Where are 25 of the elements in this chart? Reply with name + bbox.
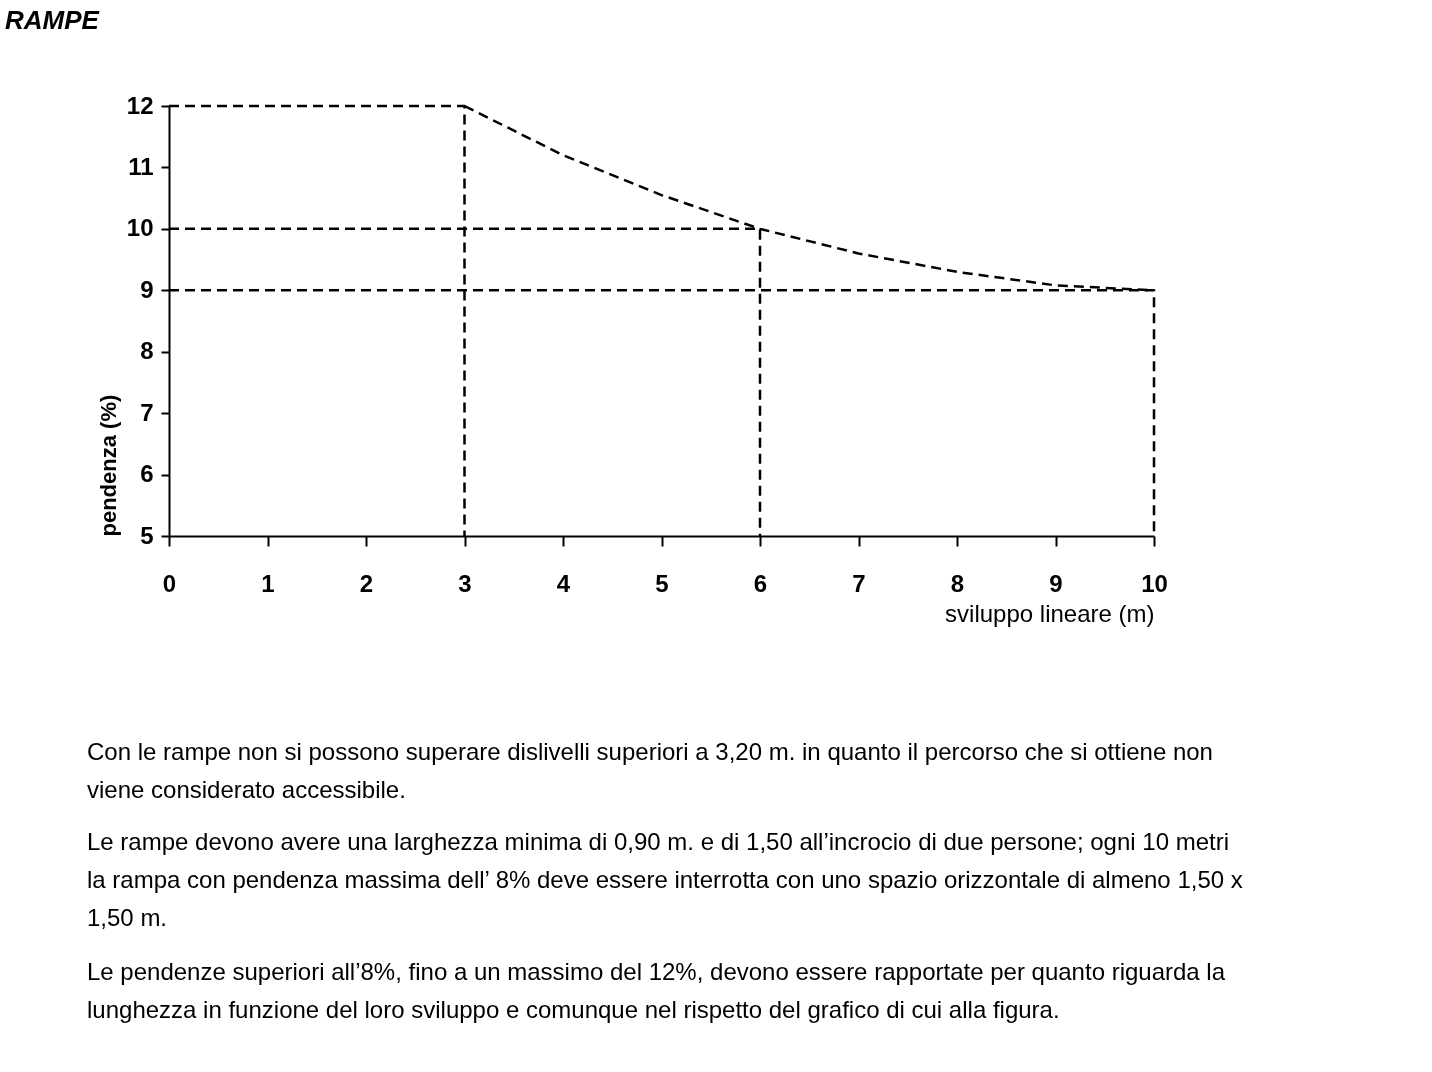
x-tick-label: 5 [655, 569, 669, 597]
text: Le rampe devono avere una larghezza minima di 0,90 m. e di 1,50 all’incrocio di due persone; ogni 10 metri la rampa con pendenza massima dell’ 8% deve essere interrotta con uno spazio orizzontale di almeno 1,50 x 1,50 m. [87, 828, 1243, 931]
y-tick-label: 5 [140, 521, 154, 549]
x-tick-label: 7 [852, 569, 866, 597]
y-tick-label: 7 [140, 398, 154, 426]
text: Con le rampe non si possono superare dislivelli superiori a 3,20 m. in quanto il percorso che si ottiene non viene considerato accessibile. [87, 738, 1213, 803]
x-axis-title: sviluppo lineare (m) [945, 599, 1155, 627]
x-tick-label: 9 [1049, 569, 1063, 597]
x-tick-label: 6 [753, 569, 768, 597]
chart-title: RAMPE [5, 5, 100, 35]
y-tick-label: 11 [128, 152, 154, 180]
x-tick-label: 8 [950, 569, 965, 597]
x-tick-label: 0 [162, 569, 177, 597]
x-tick-label: 10 [1141, 569, 1168, 597]
y-tick-label: 8 [140, 337, 154, 365]
y-tick-label: 6 [140, 460, 154, 488]
x-tick-label: 2 [359, 569, 374, 597]
y-axis-title: pendenza (%) [95, 394, 121, 537]
x-tick-label: 3 [458, 569, 472, 597]
y-tick-label: 10 [126, 214, 154, 242]
x-tick-label: 4 [556, 569, 571, 597]
y-tick-label: 12 [126, 91, 154, 119]
x-tick-label: 1 [261, 569, 275, 597]
text: Le pendenze superiori all’8%, fino a un massimo del 12%, devono essere rapportate per quanto riguarda la lunghezza in funzione del loro sviluppo e comunque nel rispetto del grafico di cui alla figura. [87, 958, 1226, 1023]
y-tick-label: 9 [140, 275, 154, 303]
